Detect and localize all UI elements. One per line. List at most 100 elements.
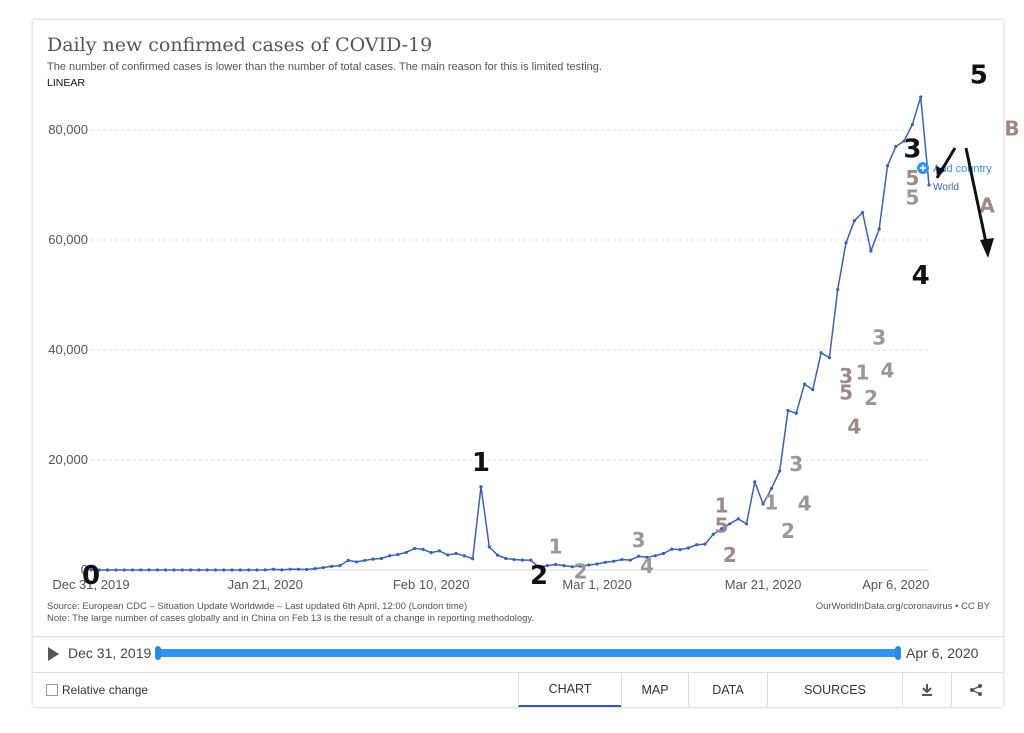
chart-subtitle: The number of confirmed cases is lower t… [47,61,602,73]
data-point [479,485,483,489]
data-point [612,559,616,563]
share-icon [970,683,982,696]
annotation-label: 1 [549,535,563,559]
relative-change-label: Relative change [62,683,149,697]
x-tick-label: Feb 10, 2020 [393,577,470,592]
data-point [786,408,790,413]
plus-icon [920,165,926,171]
y-tick-label: 0 [81,562,88,577]
data-point [296,567,301,571]
timeline-end-label: Apr 6, 2020 [906,645,979,661]
tab-bar: CHART MAP DATA SOURCES [518,672,1000,708]
data-point [288,567,292,571]
data-point [213,568,218,572]
data-point [396,552,400,557]
data-point [877,227,881,231]
scale-toggle[interactable]: LINEAR [47,77,85,89]
data-point [338,564,342,568]
annotation-label: 3 [632,528,646,552]
data-point [105,568,110,572]
x-tick-label: Dec 31, 2019 [52,577,129,592]
download-button[interactable] [902,672,951,707]
data-point [894,144,898,149]
play-icon[interactable] [48,647,59,661]
add-country-button[interactable]: Add country [933,163,992,175]
data-point [719,527,724,531]
timeline-end-handle[interactable] [895,646,901,660]
arrow-head [936,166,945,178]
data-point [794,411,798,415]
data-point [861,210,865,215]
data-point [620,557,624,562]
tab-map[interactable]: MAP [621,672,688,707]
annotation-label: 5 [715,514,729,538]
annotation-label: 0 [82,561,100,591]
data-point [802,382,807,386]
note-text: Note: The large number of cases globally… [47,613,535,624]
data-point [869,249,873,253]
data-point [487,545,491,549]
annotation-label: 1 [764,491,778,515]
annotation-label: 3 [872,326,886,350]
data-point [180,568,184,572]
data-point [695,543,699,547]
data-point [130,568,135,572]
data-point [255,568,259,572]
data-point [271,567,276,571]
data-point [703,542,707,546]
chart-card [33,20,1003,707]
data-point [520,558,525,562]
share-button[interactable] [951,672,1000,707]
tab-data[interactable]: DATA [688,672,767,707]
timeline-start-handle[interactable] [155,646,161,660]
data-point [421,547,425,552]
data-point [736,517,740,521]
data-point [637,554,641,558]
data-point [97,568,101,572]
arrow-head [980,238,994,258]
annotation-label: 4 [798,492,812,516]
data-point [628,558,632,562]
data-point [238,568,242,572]
series-label-world: World [933,182,959,193]
timeline-start-label: Dec 31, 2019 [68,645,152,661]
relative-change-toggle[interactable]: Relative change [46,683,148,697]
data-point [910,122,915,127]
data-point [437,549,442,553]
tab-sources[interactable]: SOURCES [767,672,902,707]
x-tick-label: Jan 21, 2020 [228,577,303,592]
data-point [811,388,815,392]
data-point [305,567,309,572]
data-point [263,568,267,572]
annotation-label: B [1004,117,1019,141]
relative-change-checkbox[interactable] [46,684,58,696]
timeline-track[interactable] [158,649,898,657]
data-point [205,568,209,572]
chart-title: Daily new confirmed cases of COVID-19 [47,34,433,56]
x-tick-label: Mar 21, 2020 [725,577,802,592]
annotation-label: 2 [864,386,878,410]
credit-link[interactable]: OurWorldInData.org/coronavirus • CC BY [815,601,990,612]
data-point [379,556,383,561]
data-point [578,564,583,568]
data-point [155,568,159,572]
arrow-shaft [964,147,990,253]
annotation-label: 3 [789,452,803,476]
data-point [769,487,773,491]
data-point [595,562,599,566]
data-point [761,502,765,506]
y-tick-label: 80,000 [48,122,88,137]
data-point [885,164,890,168]
data-point [471,557,475,561]
data-point [147,568,151,572]
annotation-label: 2 [530,561,548,591]
data-point [446,553,450,557]
annotation-label: 4 [881,359,895,383]
data-point [313,566,317,571]
data-point [222,568,226,572]
data-point [188,568,193,572]
data-point [827,356,832,360]
data-point [89,568,93,572]
tab-chart[interactable]: CHART [518,672,621,707]
